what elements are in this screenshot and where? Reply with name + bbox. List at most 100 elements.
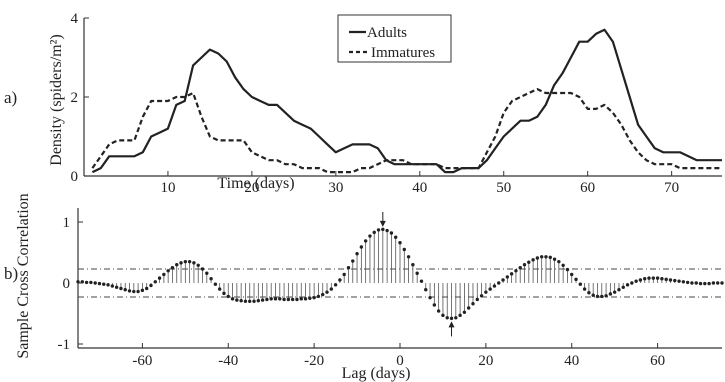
stem-point: [419, 279, 424, 283]
panel-a-x-tick-label: 20: [244, 180, 259, 196]
stem-point: [539, 255, 544, 259]
stem-point: [497, 281, 501, 285]
stem-point: [93, 281, 97, 285]
stem-point: [312, 295, 316, 300]
stem-point: [144, 286, 149, 291]
stem-point: [175, 263, 179, 267]
stem-point: [119, 286, 123, 291]
stem-point: [200, 267, 205, 271]
panel-a-x-tick-label: 50: [496, 180, 511, 196]
stem-point: [316, 294, 321, 299]
stem-point: [376, 228, 381, 232]
stem-point: [415, 271, 419, 275]
stem-point: [127, 289, 132, 293]
stem-point: [183, 259, 188, 264]
stem-point: [239, 298, 243, 303]
stem-point: [248, 299, 252, 303]
stem-point: [694, 281, 698, 285]
panel-b-y-tick-label: 0: [63, 276, 71, 292]
stem-point: [256, 298, 261, 303]
stem-point: [685, 280, 690, 285]
stem-point: [269, 297, 273, 301]
stem-point: [445, 316, 449, 320]
stem-point: [402, 247, 406, 252]
panel-a-y-tick-label: 2: [71, 90, 79, 106]
stem-point: [230, 297, 235, 301]
peak-arrow-head: [379, 220, 386, 227]
stem-point: [217, 287, 222, 291]
stem-point: [647, 276, 651, 280]
trough-arrow-head: [448, 321, 455, 328]
stem-point: [123, 288, 127, 292]
stem-point: [716, 281, 720, 285]
panel-a-label: a): [4, 88, 17, 107]
stem-point: [153, 280, 157, 284]
stem-point: [454, 316, 458, 320]
stem-point: [621, 285, 625, 289]
stem-point: [303, 297, 308, 301]
stem-point: [488, 287, 492, 291]
stem-point: [97, 281, 102, 286]
stem-point: [333, 283, 338, 287]
stem-point: [561, 263, 565, 268]
stem-point: [501, 278, 505, 282]
stem-point: [252, 299, 256, 303]
stem-point: [471, 302, 475, 306]
panel-b-x-tick-label: -60: [132, 353, 152, 369]
stem-point: [295, 297, 299, 302]
stem-point: [290, 297, 295, 302]
stem-point: [509, 272, 514, 276]
panel-b-y-tick-label: -1: [58, 337, 71, 353]
panel-b-x-tick-label: 0: [396, 353, 404, 369]
stem-point: [102, 282, 106, 286]
stem-point: [187, 259, 192, 264]
stem-point: [655, 276, 660, 280]
stem-point: [114, 285, 119, 289]
stem-point: [505, 275, 510, 279]
panel-a-x-tick-label: 10: [160, 180, 175, 196]
stem-point: [492, 284, 497, 288]
stem-point: [140, 288, 145, 293]
panel-a-series: [91, 28, 722, 174]
stem-point: [342, 272, 346, 277]
stem-point: [106, 283, 110, 287]
stem-point: [582, 287, 587, 291]
stem-point: [157, 276, 162, 280]
stem-point: [458, 313, 462, 318]
stem-point: [531, 258, 535, 262]
stem-point: [205, 271, 209, 275]
panel-b-x-tick-label: -40: [218, 353, 238, 369]
stem-point: [544, 255, 548, 259]
stem-point: [612, 290, 617, 294]
stem-point: [634, 279, 638, 283]
panel-a-y-tick-label: 0: [71, 169, 79, 185]
stem-point: [677, 279, 681, 283]
stem-point: [527, 260, 531, 264]
stem-point: [673, 278, 677, 283]
stem-point: [608, 292, 613, 296]
stem-point: [355, 252, 359, 256]
stem-point: [570, 272, 574, 277]
stem-point: [630, 281, 634, 285]
stem-point: [149, 283, 153, 288]
stem-point: [321, 292, 325, 297]
stem-point: [329, 287, 334, 291]
stem-point: [84, 280, 89, 285]
panel-a: a) Density (spiders/m²) Time (days) 10 20…: [4, 11, 722, 196]
stem-point: [260, 298, 265, 302]
stem-point: [192, 261, 196, 265]
panel-b-x-tick-label: -20: [304, 353, 324, 369]
stem-point: [209, 277, 213, 281]
stem-point: [351, 259, 355, 263]
stem-point: [574, 277, 578, 282]
stem-point: [273, 297, 278, 301]
panel-b-x-tick-label: 20: [478, 353, 493, 369]
stem-point: [643, 277, 647, 281]
stem-point: [591, 293, 595, 297]
stem-point: [462, 310, 467, 314]
stem-point: [651, 276, 656, 280]
stem-point: [428, 295, 432, 300]
stem-point: [222, 291, 226, 296]
stem-point: [226, 294, 230, 299]
